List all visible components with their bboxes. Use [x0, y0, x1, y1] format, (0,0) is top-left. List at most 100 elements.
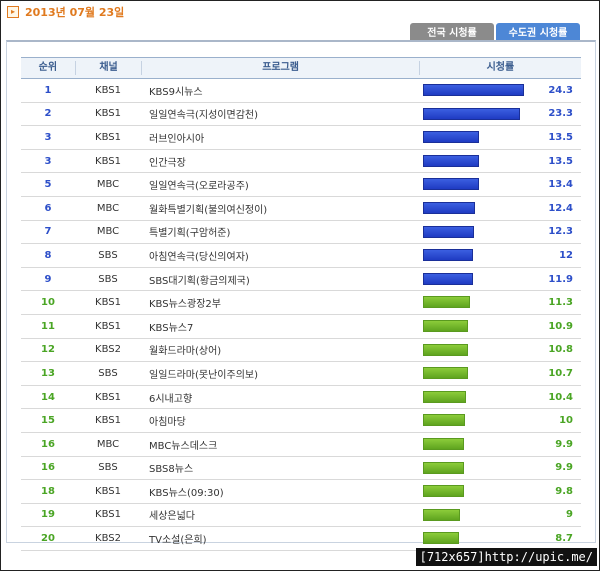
- rating-bar: [423, 107, 520, 120]
- program-cell[interactable]: 특별기획(구암허준): [149, 228, 231, 240]
- program-cell[interactable]: KBS9시뉴스: [149, 86, 203, 98]
- rating-value: 10.7: [548, 367, 573, 379]
- channel-cell: KBS2: [95, 533, 121, 545]
- table-row: 7 MBC 특별기획(구암허준) 12.3: [21, 221, 581, 245]
- rating-value: 10.4: [548, 391, 573, 403]
- rating-value: 8.7: [555, 533, 573, 545]
- rating-bar: [423, 296, 470, 309]
- rating-value: 24.3: [548, 84, 573, 96]
- channel-cell: KBS1: [95, 297, 121, 309]
- ratings-panel: 순위 채널 프로그램 시청률 1 KBS1 KBS9시뉴스 24.3 2 KBS1 일일연속…: [6, 40, 596, 551]
- channel-cell: MBC: [96, 202, 120, 214]
- rank-cell: 2: [44, 108, 52, 120]
- rating-bar: [423, 343, 468, 356]
- program-cell[interactable]: 일일드라마(못난이주의보): [149, 369, 259, 381]
- table-row: 2 KBS1 일일연속극(지성이면감천) 23.3: [21, 103, 581, 127]
- program-cell[interactable]: 월화특별기획(불의여신정이): [149, 204, 268, 216]
- rating-value: 13.4: [548, 179, 573, 191]
- channel-cell: KBS1: [95, 155, 121, 167]
- channel-cell: MBC: [96, 438, 120, 450]
- program-cell[interactable]: KBS뉴스7: [149, 322, 194, 334]
- program-cell[interactable]: 인간극장: [149, 157, 186, 169]
- table-row: 20 KBS2 TV소설(은희) 8.7: [21, 527, 581, 551]
- channel-cell: KBS1: [95, 485, 121, 497]
- rating-cell: 10.4: [419, 386, 581, 409]
- header-channel: 채널: [74, 61, 142, 75]
- rank-cell: 13: [41, 367, 55, 379]
- program-cell[interactable]: 일일연속극(오로라공주): [149, 181, 249, 193]
- rank-cell: 14: [41, 391, 55, 403]
- program-cell[interactable]: 아침연속극(당신의여자): [149, 251, 249, 263]
- rating-value: 11.9: [548, 273, 573, 285]
- rank-cell: 5: [44, 179, 52, 191]
- tab-nationwide[interactable]: 전국 시청률: [410, 23, 494, 40]
- rating-value: 9.9: [555, 438, 573, 450]
- rank-cell: 12: [41, 344, 55, 356]
- program-cell[interactable]: KBS뉴스광장2부: [149, 299, 221, 311]
- program-cell[interactable]: SBS8뉴스: [149, 464, 194, 476]
- rating-value: 9.8: [555, 485, 573, 497]
- table-row: 16 MBC MBC뉴스데스크 9.9: [21, 433, 581, 457]
- table-row: 1 KBS1 KBS9시뉴스 24.3: [21, 79, 581, 103]
- program-cell[interactable]: MBC뉴스데스크: [149, 440, 218, 452]
- program-cell[interactable]: TV소설(은희): [149, 535, 207, 547]
- channel-cell: SBS: [98, 249, 118, 261]
- program-cell[interactable]: SBS대기획(황금의제국): [149, 275, 250, 287]
- rank-cell: 11: [41, 320, 55, 332]
- date-text: 2013년 07월 23일: [25, 6, 125, 19]
- rating-cell: 10.8: [419, 339, 581, 362]
- tab-capital-area[interactable]: 수도권 시청률: [496, 23, 580, 40]
- rating-value: 23.3: [548, 108, 573, 120]
- watermark: [712x657]http://upic.me/: [415, 548, 597, 566]
- program-cell[interactable]: 월화드라마(상어): [149, 346, 222, 358]
- channel-cell: KBS1: [95, 84, 121, 96]
- date-header: ▸ 2013년 07월 23일: [7, 4, 124, 20]
- channel-cell: SBS: [98, 462, 118, 474]
- rating-bar: [423, 414, 465, 427]
- rating-bar: [423, 485, 464, 498]
- rank-cell: 19: [41, 509, 55, 521]
- table-row: 9 SBS SBS대기획(황금의제국) 11.9: [21, 268, 581, 292]
- header-rank: 순위: [38, 62, 58, 73]
- table-row: 14 KBS1 6시내고향 10.4: [21, 386, 581, 410]
- rating-cell: 13.4: [419, 173, 581, 196]
- rating-value: 9.9: [555, 462, 573, 474]
- program-cell[interactable]: 세상은넓다: [149, 511, 195, 523]
- program-cell[interactable]: 아침마당: [149, 417, 186, 429]
- rating-value: 9: [566, 509, 573, 521]
- rating-cell: 9.9: [419, 433, 581, 456]
- rating-cell: 12: [419, 244, 581, 267]
- channel-cell: MBC: [96, 179, 120, 191]
- channel-cell: SBS: [98, 273, 118, 285]
- rating-cell: 9.8: [419, 480, 581, 503]
- rating-bar: [423, 154, 479, 167]
- rank-cell: 3: [44, 131, 52, 143]
- rating-cell: 10.9: [419, 315, 581, 338]
- rating-bar: [423, 461, 464, 474]
- rating-cell: 9.9: [419, 457, 581, 480]
- rating-value: 12.3: [548, 226, 573, 238]
- channel-cell: KBS1: [95, 108, 121, 120]
- rank-cell: 16: [41, 462, 55, 474]
- program-cell[interactable]: KBS뉴스(09:30): [149, 487, 224, 499]
- rank-cell: 10: [41, 297, 55, 309]
- rating-cell: 12.4: [419, 197, 581, 220]
- rating-cell: 13.5: [419, 126, 581, 149]
- rating-value: 10.8: [548, 344, 573, 356]
- table-row: 15 KBS1 아침마당 10: [21, 409, 581, 433]
- rank-cell: 7: [44, 226, 52, 238]
- program-cell[interactable]: 6시내고향: [149, 393, 193, 405]
- rank-cell: 3: [44, 155, 52, 167]
- channel-cell: SBS: [98, 367, 118, 379]
- rating-cell: 23.3: [419, 103, 581, 126]
- rating-cell: 13.5: [419, 150, 581, 173]
- rating-value: 13.5: [548, 131, 573, 143]
- rating-tabs: 전국 시청률 수도권 시청률: [410, 23, 580, 40]
- program-cell[interactable]: 일일연속극(지성이면감천): [149, 110, 259, 122]
- channel-cell: KBS2: [95, 344, 121, 356]
- program-cell[interactable]: 러브인아시아: [149, 133, 205, 145]
- rating-cell: 11.3: [419, 291, 581, 314]
- rating-cell: 9: [419, 504, 581, 527]
- arrow-right-icon: ▸: [7, 6, 19, 18]
